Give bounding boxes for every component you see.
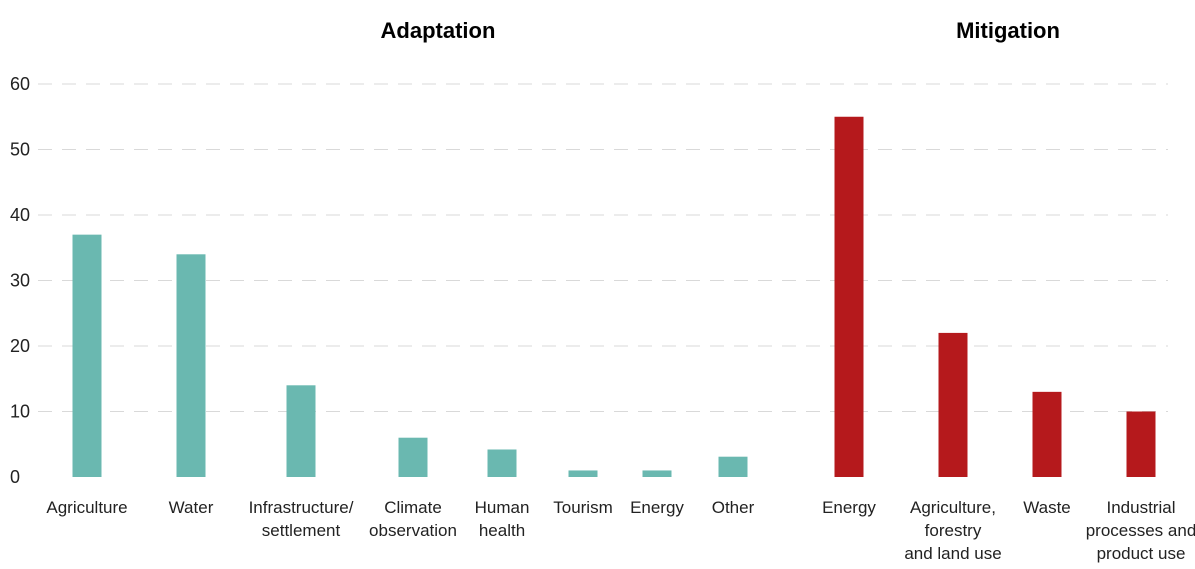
x-category-label-line: processes and — [1086, 521, 1195, 540]
x-category-label: Other — [712, 498, 755, 517]
x-category-label-line: Waste — [1023, 498, 1071, 517]
x-category-label: Tourism — [553, 498, 613, 517]
x-category-label-line: Energy — [630, 498, 684, 517]
panel-titles: Adaptation Mitigation — [381, 18, 1060, 43]
bars — [72, 116, 1156, 477]
gridlines — [38, 83, 1168, 412]
panel-title: Adaptation — [381, 18, 496, 43]
x-category-label-line: product use — [1097, 544, 1186, 563]
x-category-label: Energy — [630, 498, 684, 517]
panel-title: Mitigation — [956, 18, 1060, 43]
bar — [718, 456, 748, 477]
x-category-label-line: Water — [169, 498, 214, 517]
y-tick-label: 60 — [10, 74, 30, 94]
x-category-label-line: Climate — [384, 498, 442, 517]
y-axis-ticks: 0 10 20 30 40 50 60 — [10, 74, 30, 487]
x-category-label-line: and land use — [904, 544, 1001, 563]
x-category-label-line: Infrastructure/ — [249, 498, 354, 517]
x-category-label-line: Human — [475, 498, 530, 517]
bar — [286, 385, 316, 477]
x-axis-category-labels: Agriculture Water Infrastructure/settlemen… — [46, 498, 1195, 563]
y-tick-label: 0 — [10, 467, 20, 487]
bar — [938, 332, 968, 477]
x-category-label: Water — [169, 498, 214, 517]
x-category-label: Waste — [1023, 498, 1071, 517]
y-tick-label: 40 — [10, 205, 30, 225]
x-category-label-line: settlement — [262, 521, 341, 540]
x-category-label-line: Energy — [822, 498, 876, 517]
bar — [1032, 391, 1062, 477]
x-category-label: Infrastructure/settlement — [249, 498, 354, 540]
x-category-label: Human health — [475, 498, 530, 540]
bar — [642, 470, 672, 477]
x-category-label-line: Industrial — [1107, 498, 1176, 517]
x-category-label-line: observation — [369, 521, 457, 540]
x-category-label-line: Agriculture — [46, 498, 127, 517]
bar — [834, 116, 864, 477]
x-category-label-line: Agriculture, — [910, 498, 996, 517]
x-category-label: Industrial processes and product use — [1086, 498, 1195, 563]
x-category-label-line: forestry — [925, 521, 982, 540]
x-category-label-line: Tourism — [553, 498, 613, 517]
x-category-label: Climate observation — [369, 498, 457, 540]
y-tick-label: 30 — [10, 271, 30, 291]
bar — [176, 254, 206, 477]
bar — [568, 470, 598, 477]
x-category-label-line: Other — [712, 498, 755, 517]
y-tick-label: 50 — [10, 140, 30, 160]
y-tick-label: 20 — [10, 336, 30, 356]
bar — [487, 449, 517, 477]
x-category-label: Energy — [822, 498, 876, 517]
bar — [1126, 411, 1156, 477]
x-category-label-line: health — [479, 521, 525, 540]
y-tick-label: 10 — [10, 402, 30, 422]
x-category-label: Agriculture, forestry and land use — [904, 498, 1001, 563]
bar — [398, 437, 428, 477]
x-category-label: Agriculture — [46, 498, 127, 517]
bar — [72, 234, 102, 477]
